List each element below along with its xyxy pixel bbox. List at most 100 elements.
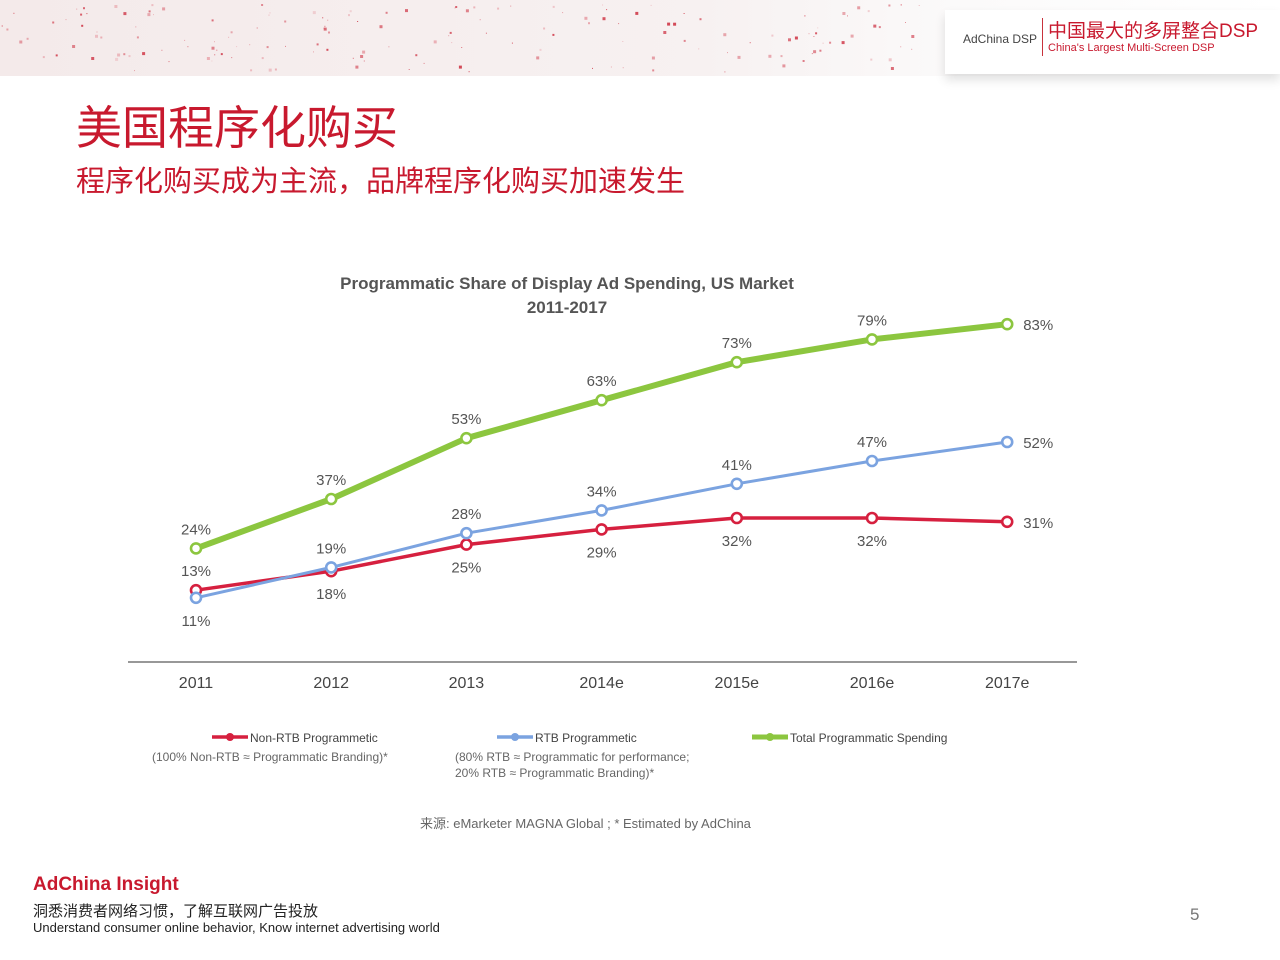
decorative-dot bbox=[622, 41, 624, 42]
data-point bbox=[1000, 317, 1014, 331]
decorative-dot bbox=[357, 21, 359, 22]
legend-marker bbox=[226, 733, 234, 741]
decorative-dot bbox=[324, 25, 326, 27]
data-label: 37% bbox=[316, 472, 346, 489]
decorative-dot bbox=[819, 49, 822, 52]
data-point bbox=[730, 355, 744, 369]
decorative-dot bbox=[363, 60, 365, 62]
decorative-dot bbox=[451, 42, 453, 44]
page-number: 5 bbox=[1190, 905, 1200, 924]
data-point bbox=[865, 454, 879, 468]
decorative-dot bbox=[905, 22, 906, 23]
decorative-dot bbox=[857, 6, 861, 10]
decorative-dot bbox=[211, 60, 213, 62]
decorative-dot bbox=[485, 32, 487, 34]
decorative-dot bbox=[468, 71, 470, 73]
decorative-dot bbox=[890, 67, 894, 70]
decorative-dot bbox=[228, 36, 230, 38]
decorative-dot bbox=[168, 61, 170, 63]
decorative-dot bbox=[136, 36, 139, 39]
decorative-dot bbox=[135, 26, 137, 28]
decorative-dot bbox=[622, 67, 624, 69]
decorative-dot bbox=[42, 56, 45, 59]
decorative-dot bbox=[322, 17, 324, 19]
data-label: 29% bbox=[587, 544, 617, 561]
brand-cn-label: 中国最大的多屏整合DSP bbox=[1048, 21, 1259, 42]
decorative-dot bbox=[1, 25, 3, 27]
decorative-dot bbox=[408, 69, 410, 70]
decorative-dot bbox=[86, 13, 88, 15]
decorative-dot bbox=[117, 53, 121, 57]
decorative-dot bbox=[794, 36, 798, 40]
decorative-dot bbox=[900, 4, 902, 6]
decorative-dot bbox=[388, 46, 390, 48]
decorative-dot bbox=[449, 31, 452, 34]
decorative-dot bbox=[95, 34, 98, 38]
decorative-dot bbox=[214, 41, 215, 43]
decorative-dot bbox=[236, 46, 238, 48]
decorative-dot bbox=[465, 9, 469, 13]
page-title: 美国程序化购买 bbox=[76, 101, 398, 155]
decorative-dot bbox=[80, 13, 83, 16]
decorative-dot bbox=[673, 22, 677, 26]
decorative-dot bbox=[326, 48, 329, 51]
decorative-dot bbox=[266, 46, 269, 49]
decorative-dot bbox=[817, 27, 819, 29]
decorative-dot bbox=[216, 49, 218, 51]
decorative-dot bbox=[543, 27, 546, 30]
decorative-dot bbox=[355, 65, 359, 69]
decorative-dot bbox=[727, 52, 728, 54]
decorative-dot bbox=[873, 24, 877, 28]
decorative-dot bbox=[652, 69, 655, 72]
decorative-dot bbox=[618, 23, 620, 25]
footer-brand: AdChina Insight bbox=[33, 874, 179, 895]
data-point bbox=[865, 511, 879, 525]
decorative-dot bbox=[65, 19, 67, 21]
decorative-dot bbox=[878, 26, 881, 29]
decorative-dot bbox=[850, 34, 854, 38]
decorative-dot bbox=[610, 66, 612, 68]
data-label: 28% bbox=[451, 506, 481, 523]
data-label: 83% bbox=[1023, 317, 1053, 334]
data-point bbox=[595, 393, 608, 407]
data-point bbox=[1000, 515, 1014, 529]
data-label: 32% bbox=[722, 533, 752, 550]
decorative-dot bbox=[813, 36, 815, 37]
data-label: 31% bbox=[1023, 515, 1053, 532]
data-label: 34% bbox=[587, 483, 617, 500]
data-point bbox=[460, 431, 473, 445]
decorative-dot bbox=[423, 62, 425, 64]
footer-cn-tagline: 洞悉消费者网络习惯，了解互联网广告投放 bbox=[33, 902, 319, 920]
decorative-dot bbox=[161, 49, 163, 51]
x-tick-label: 2013 bbox=[449, 675, 485, 692]
decorative-dot bbox=[316, 43, 319, 46]
decorative-dot bbox=[55, 54, 58, 57]
brand-small-label: AdChina DSP bbox=[963, 32, 1038, 46]
decorative-dot bbox=[650, 4, 652, 6]
decorative-dot bbox=[220, 53, 223, 56]
decorative-dot bbox=[811, 53, 813, 55]
line-chart: Programmatic Share of Display Ad Spendin… bbox=[128, 274, 1077, 780]
decorative-dot bbox=[415, 54, 418, 57]
brand-en-label: China's Largest Multi-Screen DSP bbox=[1048, 42, 1215, 54]
decorative-dot bbox=[83, 7, 85, 10]
decorative-dot bbox=[269, 12, 271, 14]
decorative-dot bbox=[211, 46, 215, 50]
decorative-dot bbox=[385, 11, 388, 14]
brand-divider bbox=[1042, 18, 1043, 56]
data-point bbox=[1000, 435, 1014, 449]
decorative-dot bbox=[328, 31, 330, 34]
decorative-dot bbox=[602, 4, 604, 6]
decorative-dot bbox=[115, 57, 119, 61]
decorative-dot bbox=[81, 24, 84, 27]
decorative-dot bbox=[651, 56, 655, 60]
data-point bbox=[324, 561, 338, 574]
data-label: 52% bbox=[1023, 435, 1053, 452]
decorative-dot bbox=[829, 41, 832, 44]
data-label: 63% bbox=[587, 373, 617, 390]
decorative-dot bbox=[510, 5, 512, 7]
data-point bbox=[460, 538, 473, 551]
data-label: 73% bbox=[722, 335, 752, 352]
decorative-dot bbox=[147, 13, 151, 17]
data-label: 79% bbox=[857, 312, 887, 329]
